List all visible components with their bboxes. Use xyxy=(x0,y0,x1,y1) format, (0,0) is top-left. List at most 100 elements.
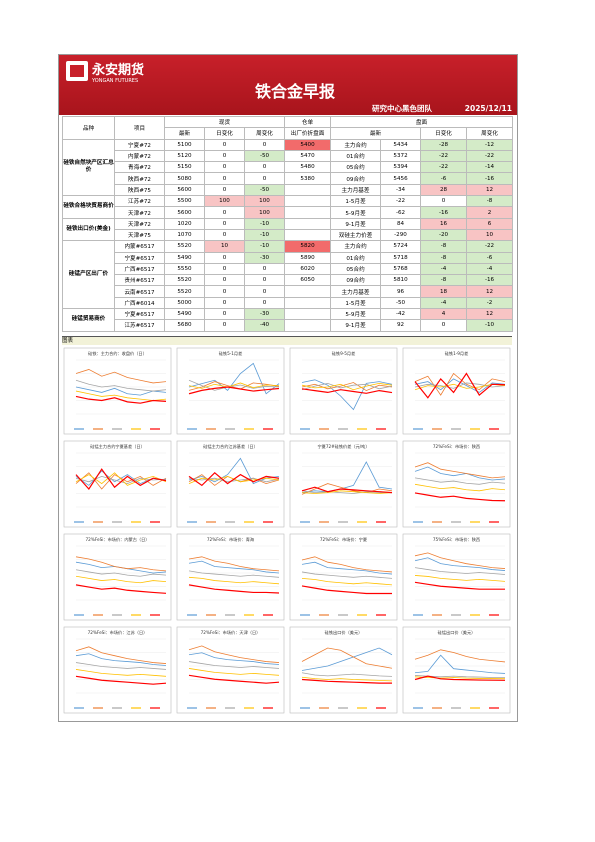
series-line xyxy=(75,569,167,577)
team: 研究中心黑色团队 xyxy=(372,103,432,113)
series-line xyxy=(414,372,506,399)
series-line xyxy=(188,584,280,594)
chart-box xyxy=(402,626,511,714)
table-cell: -10 xyxy=(243,240,286,253)
series-line xyxy=(301,556,393,573)
chart-title: 72%FeSi：市场价：陕西 xyxy=(433,443,480,450)
series-line xyxy=(188,457,280,485)
table-row: 宁夏#6517 5490 0 -30 5890 01合约 5718 -8 -6 xyxy=(63,251,514,264)
series-line xyxy=(75,584,167,594)
chart-title: 硅铁1-9月差 xyxy=(445,350,469,357)
series-line xyxy=(75,395,167,404)
series-line xyxy=(188,645,280,663)
chart-box xyxy=(176,533,285,621)
chart-box xyxy=(63,533,172,621)
chart-box xyxy=(289,626,398,714)
series-line xyxy=(188,576,280,585)
series-line xyxy=(188,560,280,574)
series-line xyxy=(188,570,280,578)
chart-title: 72%FeSi：市场价：内蒙古（日） xyxy=(86,536,150,543)
series-line xyxy=(75,386,167,396)
series-line xyxy=(301,585,392,595)
header-band xyxy=(59,55,517,115)
table-cell: 5680 xyxy=(164,319,205,332)
table-cell: -22 xyxy=(466,240,514,253)
table-cell: 5820 xyxy=(284,240,332,253)
series-line xyxy=(414,575,506,582)
series-line xyxy=(188,379,280,391)
chart-title: 硅铁9-5月差 xyxy=(332,350,356,357)
table-cell: 12 xyxy=(466,285,514,298)
group-name: 硅铁自然块产区汇总价 xyxy=(62,138,115,197)
series-line xyxy=(75,669,167,677)
series-line xyxy=(414,654,506,674)
series-line xyxy=(414,477,506,485)
series-line xyxy=(301,379,393,411)
chart-box xyxy=(289,440,398,528)
series-line xyxy=(188,382,280,389)
series-line xyxy=(75,369,167,384)
page-frame xyxy=(58,54,518,722)
series-line xyxy=(188,477,280,483)
series-line xyxy=(301,676,393,682)
series-line xyxy=(188,362,280,395)
chart-box xyxy=(402,347,511,435)
group-name: 硅锰产区出厂价 xyxy=(62,240,115,310)
chart-title: 硅锰出口价（美元） xyxy=(438,629,476,636)
chart-title: 75%FeSi：市场价：陕西 xyxy=(433,536,480,543)
series-line xyxy=(414,383,506,391)
series-line xyxy=(301,382,393,391)
data-table: 品种 项目 现货 仓单 盘面 最新 日变化 周变化 出厂价折盘面 最新 日变化 周变化 硅铁自然块产… xyxy=(62,115,514,332)
chart-title: 硅锰主力合约宁夏基差（日） xyxy=(90,443,144,450)
series-line xyxy=(188,471,280,487)
table-cell: -40 xyxy=(243,319,286,332)
title: 铁合金早报 xyxy=(255,82,335,101)
logo-cn: 永安期货 xyxy=(91,62,144,78)
table-cell: 0 xyxy=(204,319,245,332)
series-line xyxy=(301,388,393,394)
series-line xyxy=(414,649,506,663)
series-line xyxy=(414,372,506,396)
series-line xyxy=(188,674,280,684)
chart-box xyxy=(402,440,511,528)
series-line xyxy=(75,646,167,664)
table-row: 硅铁自然块产区汇总价 宁夏#72 5100 0 0 5400 主力合约 5434 -28 -12 xyxy=(62,138,514,197)
series-line xyxy=(414,483,506,492)
date: 2025/12/11 xyxy=(465,104,512,113)
series-line xyxy=(301,382,393,391)
series-line xyxy=(75,653,167,666)
series-line xyxy=(301,486,393,494)
series-line xyxy=(188,652,280,665)
series-line xyxy=(301,647,393,671)
table-row: 硅铁合格块贸易商价 江苏#72 5500 100 100 1-5月差 -22 0 -8 xyxy=(62,195,514,219)
series-line xyxy=(414,581,505,590)
table-cell: -4 xyxy=(420,296,468,310)
series-line xyxy=(301,571,393,579)
series-line xyxy=(75,379,167,392)
charts-label: 图表 xyxy=(62,336,512,345)
table-cell: -8 xyxy=(466,195,514,208)
series-line xyxy=(75,390,167,401)
series-line xyxy=(75,472,167,486)
series-line xyxy=(188,661,280,669)
series-line xyxy=(75,472,167,490)
logo-mark xyxy=(70,65,84,77)
table-cell: -10 xyxy=(466,319,514,332)
table-row: 内蒙#72 5120 0 -50 5470 01合约 5372 -22 -22 xyxy=(63,149,514,163)
series-line xyxy=(75,556,167,572)
series-line xyxy=(75,675,167,685)
series-line xyxy=(301,490,393,494)
chart-title: 72%FeSi：市场价：青海 xyxy=(207,536,255,543)
chart-title: 72%FeSi：市场价：江苏（日） xyxy=(88,629,148,636)
table-cell: 10 xyxy=(466,228,514,242)
chart-box xyxy=(176,626,285,714)
chart-title: 硅铁5-1月差 xyxy=(219,350,243,357)
chart-title: 硅铁出口价（美元） xyxy=(325,629,363,636)
series-line xyxy=(301,672,393,677)
series-line xyxy=(414,466,506,481)
series-line xyxy=(301,578,393,586)
series-line xyxy=(414,676,506,680)
series-line xyxy=(75,662,167,670)
